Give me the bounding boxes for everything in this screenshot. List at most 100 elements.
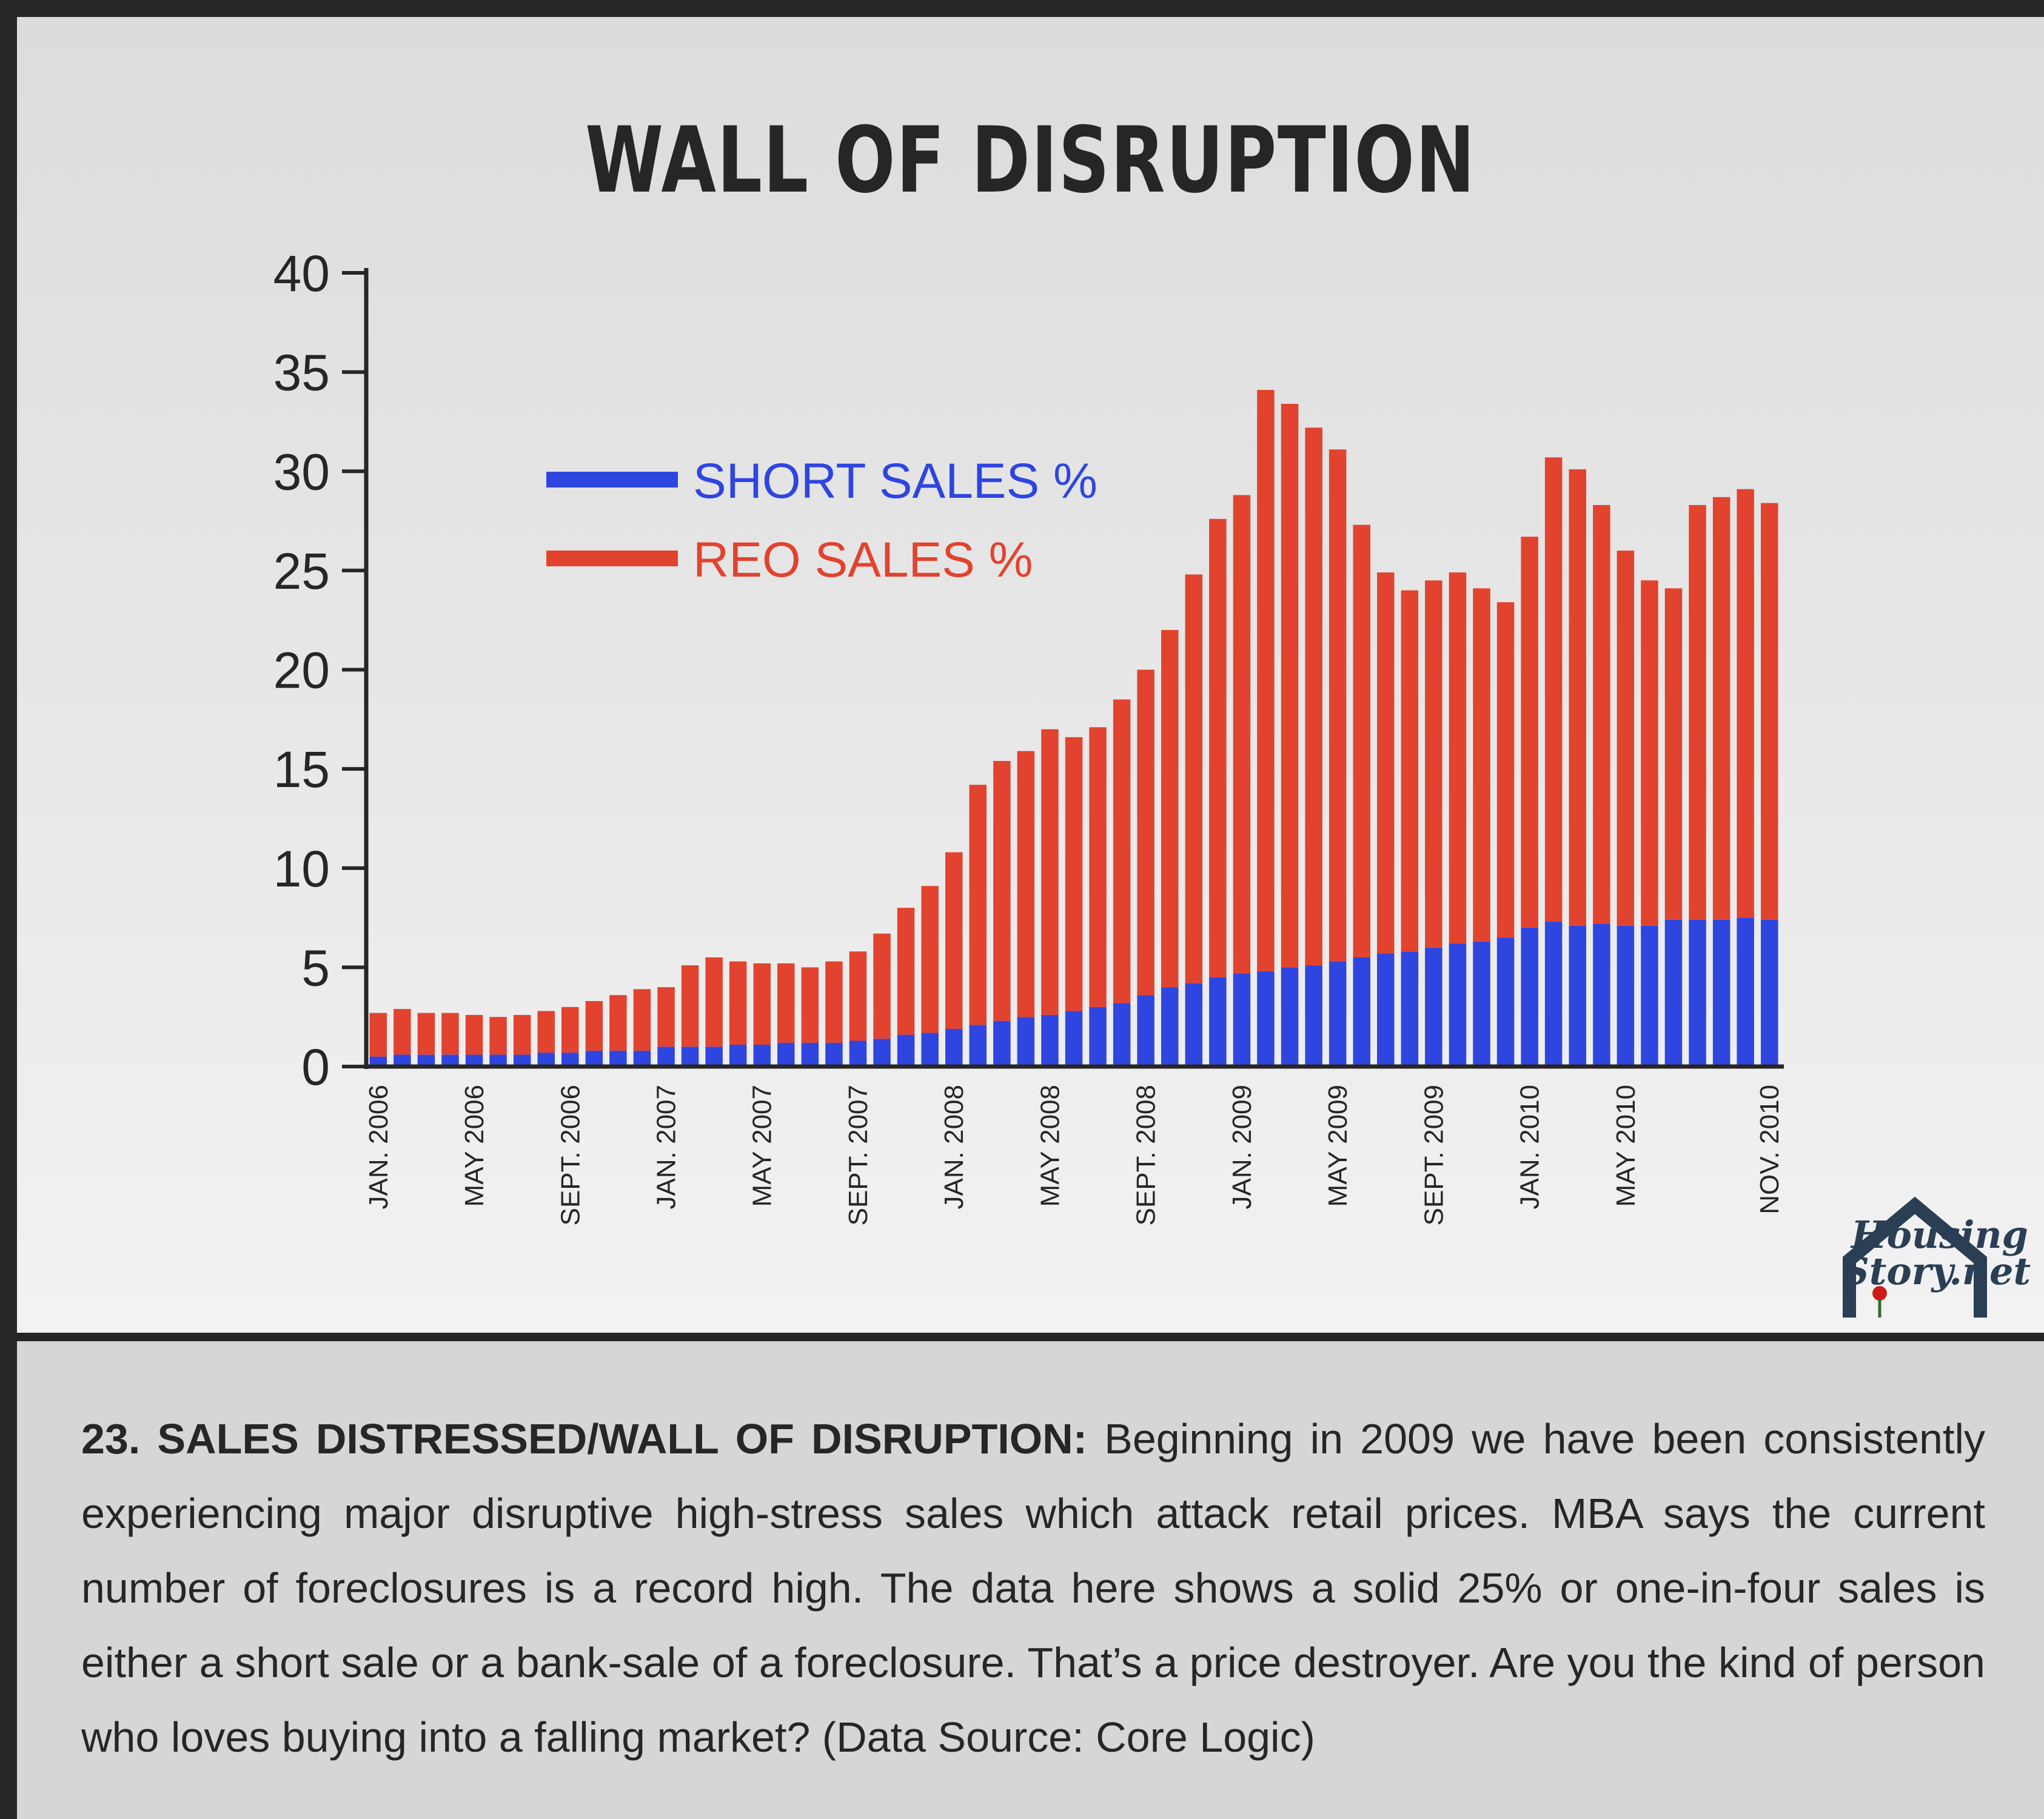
- bar-segment-reo-sales: [945, 852, 963, 1029]
- x-tick-label: NOV. 2010: [1755, 1085, 1784, 1214]
- bar-segment-reo-sales: [1689, 504, 1706, 920]
- bar-segment-reo-sales: [705, 957, 723, 1047]
- x-tick-label: JAN. 2010: [1515, 1085, 1545, 1209]
- bar-segment-short-sales: [1449, 943, 1467, 1067]
- y-tick-label: 30: [273, 443, 330, 500]
- x-tick-label: JAN. 2006: [364, 1085, 394, 1209]
- bar-segment-reo-sales: [1496, 602, 1515, 938]
- bar-segment-short-sales: [441, 1054, 459, 1067]
- bar-segment-short-sales: [1761, 919, 1778, 1067]
- bar-segment-reo-sales: [537, 1011, 555, 1053]
- bar-segment-short-sales: [657, 1047, 675, 1067]
- bar-segment-reo-sales: [1305, 427, 1322, 966]
- bar-segment-reo-sales: [873, 933, 891, 1039]
- bar-segment-short-sales: [1041, 1014, 1059, 1067]
- chart-panel: WALL OF DISRUPTION 0 5 10 15 20 25 30 35 40 JAN. …: [17, 17, 2044, 1333]
- x-tick-label: MAY 2010: [1611, 1085, 1641, 1207]
- bar-segment-reo-sales: [969, 785, 987, 1025]
- y-tick-label: 0: [301, 1039, 330, 1096]
- bar-segment-short-sales: [1281, 967, 1299, 1067]
- bar-segment-short-sales: [1473, 941, 1490, 1067]
- bar-segment-short-sales: [1137, 995, 1154, 1067]
- caption-panel: 23. SALES DISTRESSED/WALL OF DISRUPTION:…: [17, 1341, 2044, 1819]
- bar-segment-short-sales: [394, 1054, 411, 1067]
- bar-segment-reo-sales: [801, 967, 819, 1043]
- bars-layer: [369, 390, 1778, 1067]
- bar-segment-reo-sales: [1544, 457, 1563, 922]
- bar-segment-short-sales: [1377, 953, 1395, 1067]
- rose-icon: [1872, 1286, 1887, 1301]
- bar-segment-short-sales: [1113, 1003, 1131, 1067]
- bar-segment-reo-sales: [1089, 727, 1107, 1007]
- bar-segment-short-sales: [897, 1034, 915, 1067]
- bar-segment-short-sales: [1544, 922, 1563, 1067]
- chart-title: WALL OF DISRUPTION: [585, 108, 1476, 213]
- bar-segment-short-sales: [873, 1039, 891, 1067]
- bar-segment-reo-sales: [561, 1007, 579, 1053]
- bar-segment-short-sales: [921, 1033, 939, 1067]
- bar-segment-short-sales: [609, 1050, 627, 1067]
- x-tick-label: MAY 2008: [1035, 1085, 1065, 1207]
- logo-line1: Housing: [1850, 1213, 2028, 1257]
- bar-segment-reo-sales: [441, 1013, 459, 1055]
- bar-segment-reo-sales: [585, 1001, 603, 1051]
- bar-segment-short-sales: [1521, 927, 1538, 1067]
- bar-segment-short-sales: [1329, 961, 1347, 1067]
- x-tick-label: SEPT. 2006: [555, 1085, 585, 1225]
- caption-body: Beginning in 2009 we have been consisten…: [81, 1415, 1985, 1761]
- bar-segment-short-sales: [945, 1028, 963, 1067]
- bar-segment-reo-sales: [633, 989, 651, 1051]
- axes-layer: 0 5 10 15 20 25 30 35 40 JAN. 2006 MAY 2006 SEPT. 2…: [273, 245, 1785, 1225]
- bar-segment-reo-sales: [897, 908, 915, 1035]
- bar-segment-reo-sales: [1569, 469, 1586, 926]
- bar-segment-reo-sales: [1281, 404, 1299, 968]
- bar-segment-reo-sales: [1377, 572, 1395, 954]
- bar-segment-reo-sales: [1113, 699, 1131, 1003]
- y-tick-label: 40: [273, 245, 330, 302]
- bar-segment-short-sales: [1065, 1011, 1083, 1067]
- bar-segment-reo-sales: [1233, 495, 1251, 974]
- bar-segment-short-sales: [513, 1054, 531, 1067]
- bar-segment-reo-sales: [777, 963, 795, 1043]
- bar-segment-reo-sales: [849, 951, 867, 1041]
- bar-segment-reo-sales: [681, 965, 699, 1047]
- bar-segment-reo-sales: [1137, 669, 1154, 996]
- y-tick-label: 5: [301, 939, 330, 996]
- caption-text: 23. SALES DISTRESSED/WALL OF DISRUPTION:…: [81, 1402, 1985, 1775]
- bar-segment-reo-sales: [1593, 504, 1610, 924]
- bar-segment-short-sales: [681, 1047, 699, 1067]
- bar-segment-reo-sales: [417, 1013, 435, 1055]
- bar-segment-reo-sales: [609, 995, 627, 1051]
- bar-segment-short-sales: [1712, 919, 1731, 1067]
- bar-segment-short-sales: [801, 1042, 819, 1067]
- bar-segment-reo-sales: [1161, 630, 1179, 987]
- bar-segment-short-sales: [777, 1042, 795, 1067]
- bar-segment-short-sales: [1689, 919, 1706, 1067]
- bar-segment-short-sales: [1617, 925, 1635, 1067]
- bar-segment-reo-sales: [1041, 729, 1059, 1015]
- legend-label: REO SALES %: [693, 532, 1033, 588]
- bar-segment-short-sales: [849, 1040, 867, 1067]
- bar-segment-reo-sales: [1617, 551, 1635, 926]
- house-outline-icon: [1843, 1196, 1987, 1318]
- bar-segment-short-sales: [753, 1045, 771, 1067]
- bar-segment-short-sales: [705, 1047, 723, 1067]
- bar-segment-reo-sales: [489, 1017, 507, 1055]
- bar-segment-reo-sales: [1473, 588, 1490, 942]
- bar-segment-reo-sales: [394, 1009, 411, 1055]
- bar-segment-short-sales: [465, 1054, 483, 1067]
- bar-segment-short-sales: [1017, 1017, 1035, 1067]
- stacked-bar-chart: 0 5 10 15 20 25 30 35 40 JAN. 2006 MAY 2006 SEPT. 2…: [273, 245, 1785, 1225]
- bar-segment-reo-sales: [1761, 503, 1778, 920]
- bar-segment-short-sales: [1425, 947, 1443, 1067]
- logo-line2: Story.net: [1842, 1249, 2031, 1293]
- bar-segment-short-sales: [729, 1045, 747, 1067]
- housingstory-logo: Housing Story.net: [1842, 1196, 2031, 1318]
- bar-segment-reo-sales: [1353, 524, 1370, 957]
- bar-segment-reo-sales: [729, 961, 747, 1045]
- bar-segment-short-sales: [993, 1020, 1011, 1067]
- bar-segment-reo-sales: [1449, 572, 1467, 944]
- x-tick-label: MAY 2007: [748, 1085, 777, 1207]
- bar-segment-short-sales: [1161, 987, 1179, 1067]
